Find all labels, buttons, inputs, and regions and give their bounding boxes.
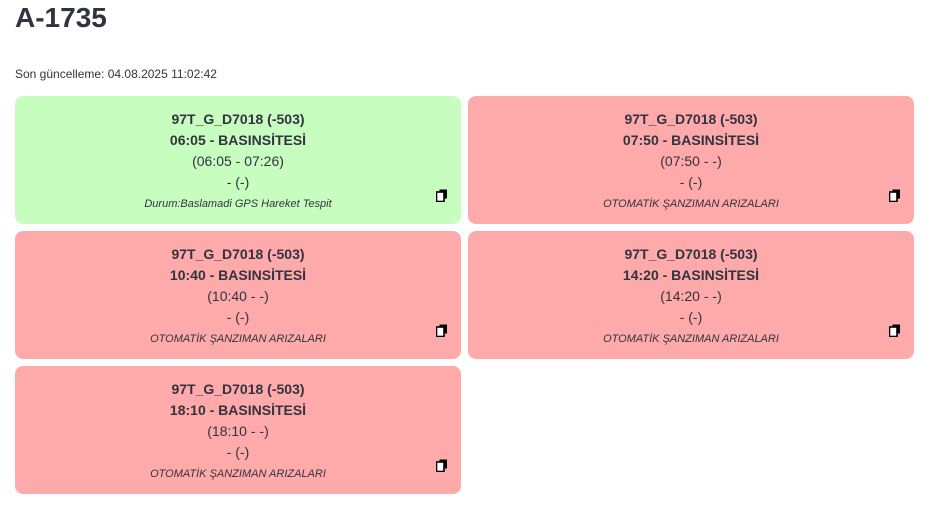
card-line: 97T_G_D7018 (-503) [624,111,758,127]
card-grid: 97T_G_D7018 (-503) 06:05 - BASINSİTESİ (06… [15,96,914,494]
card-line: - (-) [226,444,250,460]
card-line: (06:05 - 07:26) [192,153,284,169]
card-note: Durum:Baslamadi GPS Hareket Tespit [144,198,332,210]
card-line: - (-) [226,174,250,190]
card-line: (10:40 - -) [207,288,269,304]
card-line: - (-) [679,174,703,190]
card-note: OTOMATİK ŞANZIMAN ARIZALARI [150,333,326,345]
trip-card: 97T_G_D7018 (-503) 06:05 - BASINSİTESİ (06… [15,96,461,224]
copy-button[interactable] [888,324,901,342]
page-title: A-1735 [15,2,107,33]
copy-icon [888,189,900,203]
trip-card: 97T_G_D7018 (-503) 07:50 - BASINSİTESİ (07… [468,96,914,224]
card-line: (14:20 - -) [660,288,722,304]
last-update: Son güncelleme: 04.08.2025 11:02:42 [15,67,217,81]
card-line: - (-) [226,309,250,325]
card-line: 07:50 - BASINSİTESİ [622,132,760,148]
card-line: - (-) [679,309,703,325]
trip-card: 97T_G_D7018 (-503) 18:10 - BASINSİTESİ (18… [15,366,461,494]
card-line: (07:50 - -) [660,153,722,169]
card-line: 97T_G_D7018 (-503) [171,381,305,397]
copy-button[interactable] [435,189,448,207]
card-line: 97T_G_D7018 (-503) [624,246,758,262]
copy-icon [888,324,900,338]
card-line: 10:40 - BASINSİTESİ [169,267,307,283]
card-line: 18:10 - BASINSİTESİ [169,402,307,418]
trip-card: 97T_G_D7018 (-503) 14:20 - BASINSİTESİ (14… [468,231,914,359]
copy-icon [435,459,447,473]
card-line: 14:20 - BASINSİTESİ [622,267,760,283]
copy-button[interactable] [435,459,448,477]
card-line: 97T_G_D7018 (-503) [171,246,305,262]
copy-button[interactable] [435,324,448,342]
card-line: (18:10 - -) [207,423,269,439]
card-note: OTOMATİK ŞANZIMAN ARIZALARI [603,333,779,345]
card-line: 06:05 - BASINSİTESİ [169,132,307,148]
copy-icon [435,189,447,203]
card-line: 97T_G_D7018 (-503) [171,111,305,127]
card-note: OTOMATİK ŞANZIMAN ARIZALARI [150,468,326,480]
copy-button[interactable] [888,189,901,207]
copy-icon [435,324,447,338]
card-note: OTOMATİK ŞANZIMAN ARIZALARI [603,198,779,210]
trip-card: 97T_G_D7018 (-503) 10:40 - BASINSİTESİ (10… [15,231,461,359]
